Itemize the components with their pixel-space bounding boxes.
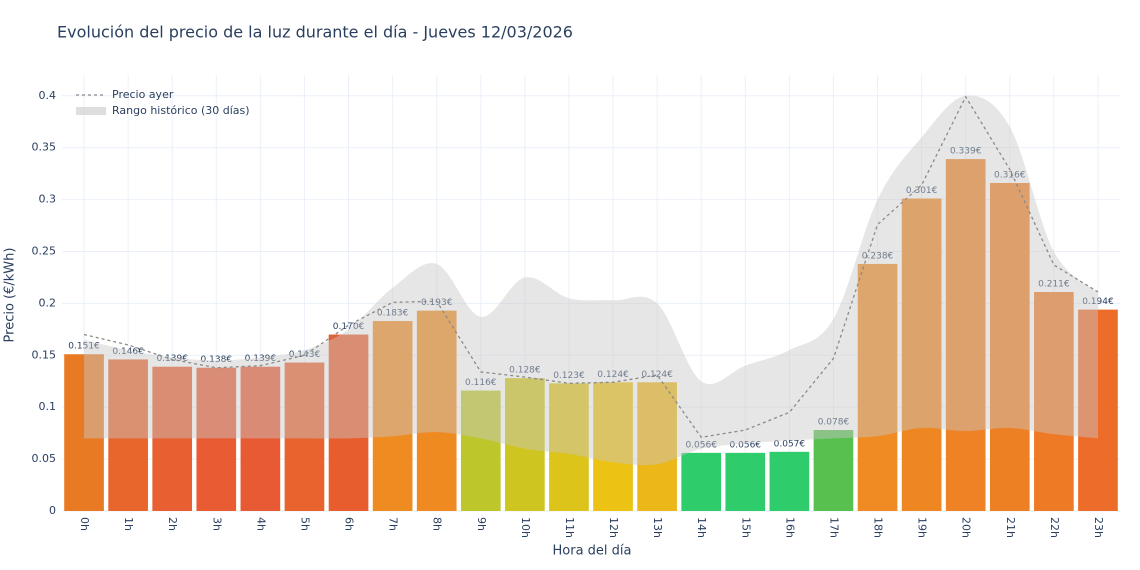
legend-label: Precio ayer	[112, 88, 174, 101]
value-label: 0.078€	[818, 418, 850, 428]
legend-swatch	[76, 107, 106, 115]
bar	[769, 451, 810, 511]
x-tick-label: 4h	[254, 517, 267, 531]
legend-label: Rango histórico (30 días)	[112, 104, 250, 117]
x-tick-label: 1h	[122, 517, 135, 531]
chart-title: Evolución del precio de la luz durante e…	[57, 23, 573, 42]
value-label: 0.138€	[201, 355, 233, 365]
value-label: 0.056€	[685, 440, 717, 450]
x-tick-label: 18h	[872, 517, 885, 538]
x-tick-label: 21h	[1004, 517, 1017, 538]
x-tick-label: 19h	[916, 517, 929, 538]
bar	[901, 198, 942, 512]
bar	[593, 382, 633, 511]
x-tick-label: 2h	[166, 517, 179, 531]
value-label: 0.123€	[553, 371, 585, 381]
value-label: 0.139€	[245, 354, 277, 364]
bar	[460, 390, 501, 511]
yesterday-line	[83, 95, 1099, 439]
y-tick-label: 0.1	[39, 400, 57, 413]
bar	[945, 159, 986, 512]
x-tick-label: 20h	[960, 517, 973, 538]
y-tick-label: 0.2	[39, 296, 57, 309]
x-tick-label: 12h	[607, 517, 620, 538]
bar	[681, 452, 722, 511]
bar	[857, 263, 898, 511]
x-tick-label: 23h	[1092, 517, 1105, 538]
y-tick-label: 0	[49, 504, 56, 517]
bar	[284, 362, 325, 511]
x-tick-label: 16h	[783, 517, 796, 538]
y-tick-label: 0.4	[39, 89, 57, 102]
y-tick-label: 0.3	[39, 193, 57, 206]
y-axis-title: Precio (€/kWh)	[3, 248, 18, 343]
value-label: 0.316€	[994, 170, 1026, 180]
bar	[989, 182, 1030, 511]
x-tick-label: 6h	[343, 517, 356, 531]
y-tick-label: 0.35	[32, 141, 57, 154]
value-label: 0.211€	[1038, 279, 1070, 289]
historical-range	[84, 95, 1098, 466]
bar	[152, 366, 193, 511]
value-label: 0.124€	[597, 370, 629, 380]
bar	[725, 452, 766, 511]
x-tick-label: 0h	[78, 517, 91, 531]
value-label: 0.124€	[641, 370, 673, 380]
value-label: 0.183€	[377, 309, 409, 319]
x-tick-label: 17h	[827, 517, 840, 538]
x-axis-title: Hora del día	[553, 544, 632, 559]
value-label: 0.193€	[421, 298, 453, 308]
bar	[1078, 309, 1118, 511]
x-tick-label: 22h	[1048, 517, 1061, 538]
value-label: 0.056€	[730, 440, 762, 450]
x-tick-label: 14h	[695, 517, 708, 538]
bar	[372, 321, 413, 511]
x-tick-label: 7h	[387, 517, 400, 531]
value-label: 0.194€	[1082, 297, 1114, 307]
value-label: 0.143€	[289, 350, 321, 360]
value-label: 0.128€	[509, 366, 541, 376]
bar	[637, 382, 677, 511]
bar	[1034, 291, 1074, 511]
value-label: 0.339€	[950, 147, 982, 157]
x-tick-label: 10h	[519, 517, 532, 538]
value-label: 0.170€	[333, 322, 365, 332]
bar	[328, 334, 369, 511]
x-tick-label: 5h	[298, 517, 311, 531]
value-label: 0.116€	[465, 378, 497, 388]
x-tick-label: 3h	[210, 517, 223, 531]
value-label: 0.238€	[862, 251, 894, 261]
y-tick-label: 0.25	[32, 244, 57, 257]
x-tick-label: 8h	[431, 517, 444, 531]
value-label: 0.146€	[112, 347, 144, 357]
bar	[196, 367, 237, 511]
y-tick-label: 0.15	[32, 348, 57, 361]
x-tick-label: 15h	[739, 517, 752, 538]
value-label: 0.301€	[906, 186, 938, 196]
bar	[813, 430, 854, 511]
y-tick-label: 0.05	[32, 452, 57, 465]
bar	[416, 310, 457, 511]
bar	[505, 378, 545, 511]
bar	[108, 359, 148, 511]
x-tick-label: 13h	[651, 517, 664, 538]
bar	[240, 366, 281, 511]
x-tick-label: 9h	[475, 517, 488, 531]
bar	[549, 383, 589, 511]
value-label: 0.151€	[68, 342, 100, 352]
x-tick-label: 11h	[563, 517, 576, 538]
bar	[64, 354, 104, 511]
value-label: 0.057€	[774, 439, 806, 449]
